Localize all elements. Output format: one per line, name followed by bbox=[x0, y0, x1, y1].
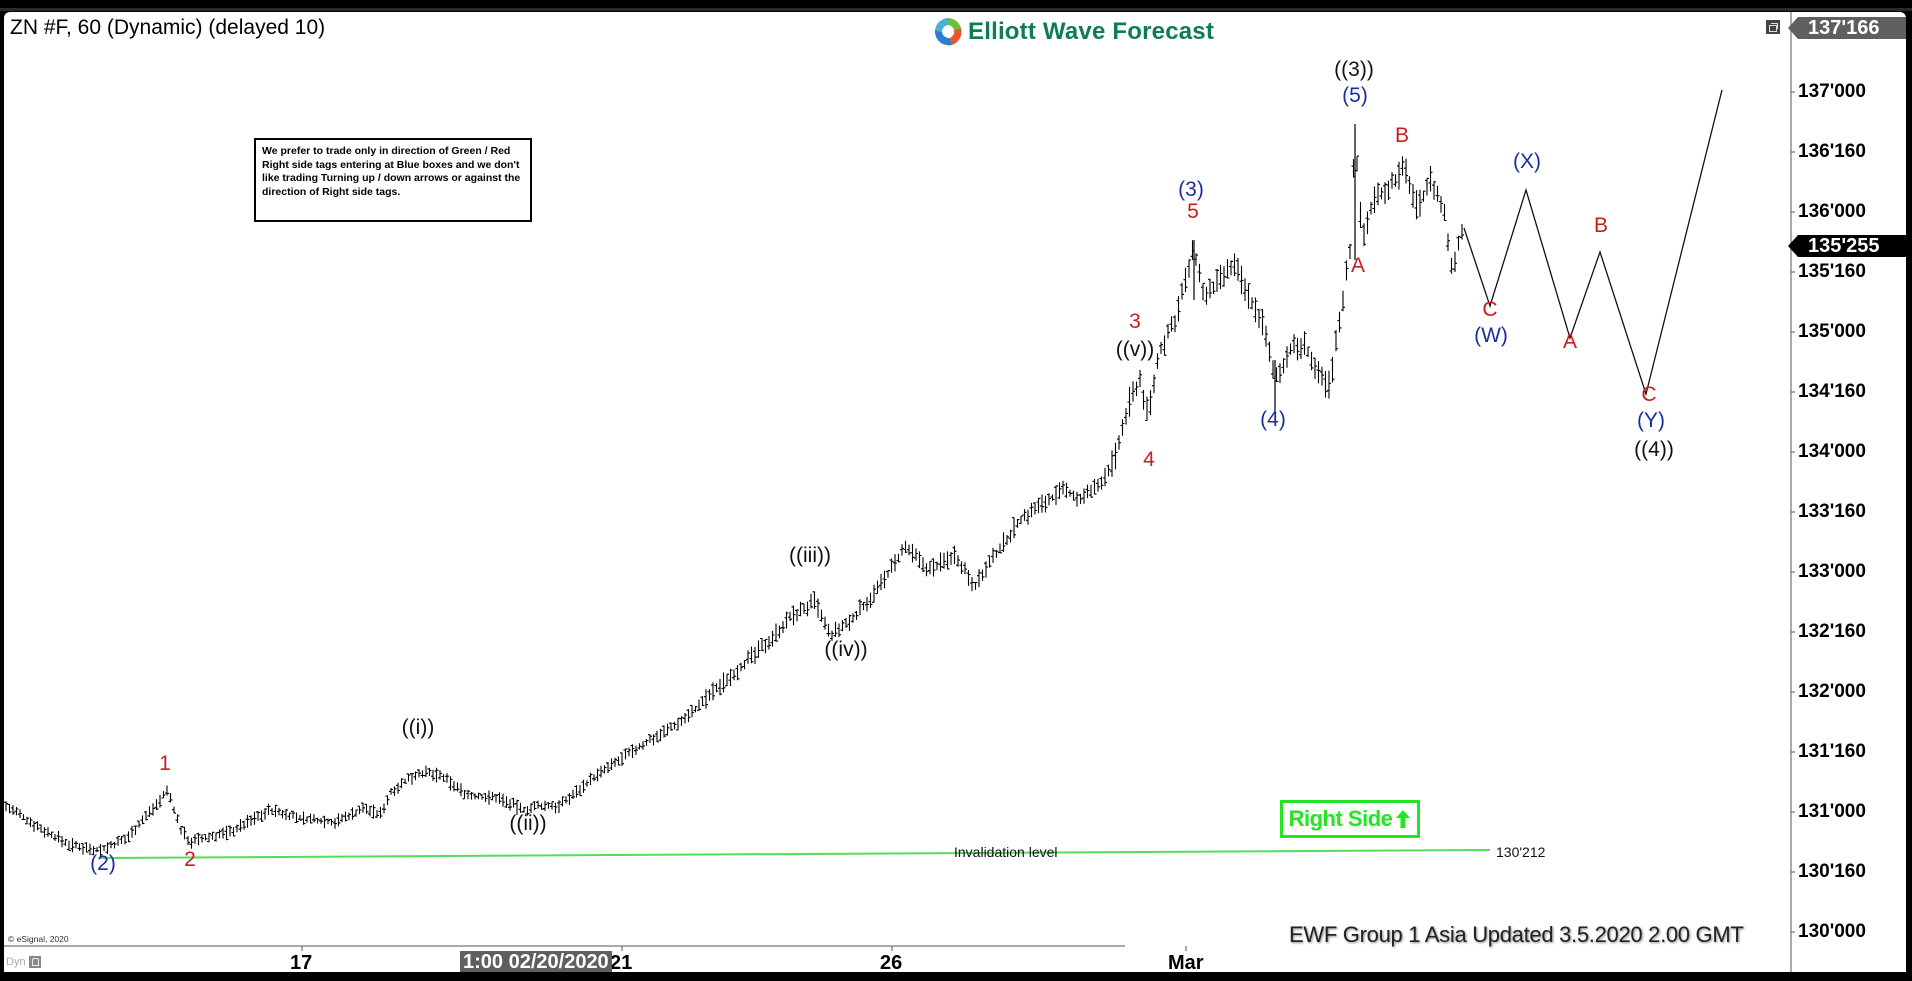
wave-label: ((v)) bbox=[1115, 338, 1155, 361]
wave-label: (2) bbox=[90, 852, 116, 875]
price-axis-label: 136'000 bbox=[1798, 201, 1866, 222]
invalidation-level-value: 130'212 bbox=[1496, 844, 1546, 860]
time-axis-label: 17 bbox=[290, 952, 313, 972]
chart-title: ZN #F, 60 (Dynamic) (delayed 10) bbox=[10, 16, 326, 39]
price-axis-label: 131'000 bbox=[1798, 801, 1866, 822]
price-axis-label: 130'160 bbox=[1798, 861, 1866, 882]
wave-label: ((iv)) bbox=[824, 638, 868, 661]
time-axis-label: Mar bbox=[1168, 952, 1204, 972]
lock-icon[interactable] bbox=[28, 956, 41, 968]
window-top-bar bbox=[0, 0, 1912, 12]
wave-label: (W) bbox=[1474, 324, 1508, 347]
wave-label: A bbox=[1562, 330, 1578, 353]
wave-label: (X) bbox=[1513, 150, 1541, 173]
dyn-label: Dyn bbox=[6, 956, 26, 968]
wave-label: ((ii)) bbox=[509, 812, 547, 835]
time-axis-label: 21 bbox=[610, 952, 633, 972]
price-axis-label: 131'160 bbox=[1798, 741, 1866, 762]
price-bars bbox=[4, 155, 1464, 857]
wave-label: A bbox=[1350, 254, 1366, 277]
price-axis-label: 134'000 bbox=[1798, 441, 1866, 462]
logo-text: Elliott Wave Forecast bbox=[968, 18, 1215, 45]
wave-label: (3) bbox=[1178, 178, 1204, 201]
price-axis-label: 132'000 bbox=[1798, 681, 1866, 702]
chart-window: ZN #F, 60 (Dynamic) (delayed 10) Elliott… bbox=[4, 12, 1906, 972]
price-chart[interactable] bbox=[4, 12, 1906, 972]
price-axis-label: 137'000 bbox=[1798, 81, 1866, 102]
arrow-up-icon bbox=[1396, 810, 1411, 828]
price-axis-label: 135'160 bbox=[1798, 261, 1866, 282]
wave-label: 4 bbox=[1143, 448, 1155, 471]
dyn-toggle[interactable]: Dyn bbox=[6, 956, 41, 968]
right-side-label: Right Side bbox=[1288, 806, 1393, 831]
last-price-tag: 135'255 bbox=[1788, 235, 1906, 257]
wave-label: B bbox=[1394, 124, 1410, 147]
right-side-tag: Right Side bbox=[1280, 800, 1420, 838]
wave-label: C bbox=[1482, 298, 1498, 321]
price-axis-label: 130'000 bbox=[1798, 921, 1866, 942]
wave-label: ((iii)) bbox=[789, 544, 831, 567]
wave-label: (5) bbox=[1342, 84, 1368, 107]
wave-label: ((4)) bbox=[1634, 438, 1674, 461]
wave-label: (4) bbox=[1260, 408, 1286, 431]
price-axis-label: 135'000 bbox=[1798, 321, 1866, 342]
wave-label: 2 bbox=[184, 848, 196, 871]
time-axis-label: 26 bbox=[880, 952, 903, 972]
wave-label: ((i)) bbox=[401, 716, 435, 739]
wave-label: 3 bbox=[1129, 310, 1141, 333]
restore-window-icon[interactable] bbox=[1766, 20, 1780, 34]
wave-label: C bbox=[1641, 383, 1657, 406]
logo: Elliott Wave Forecast bbox=[932, 16, 1214, 48]
copyright: © eSignal, 2020 bbox=[8, 934, 69, 944]
price-axis-label: 136'160 bbox=[1798, 141, 1866, 162]
price-axis-label: 134'160 bbox=[1798, 381, 1866, 402]
wave-label: (Y) bbox=[1637, 409, 1665, 432]
updated-stamp: EWF Group 1 Asia Updated 3.5.2020 2.00 G… bbox=[1289, 922, 1744, 947]
wave-label: B bbox=[1593, 214, 1609, 237]
price-axis-label: 132'160 bbox=[1798, 621, 1866, 642]
wave-label: 1 bbox=[159, 752, 171, 775]
trading-note: We prefer to trade only in direction of … bbox=[254, 138, 532, 222]
price-axis-label: 133'000 bbox=[1798, 561, 1866, 582]
price-axis-label: 133'160 bbox=[1798, 501, 1866, 522]
crosshair-date-label: 1:00 02/20/2020 bbox=[460, 951, 612, 972]
high-price-tag: 137'166 bbox=[1788, 17, 1906, 39]
invalidation-level-label: Invalidation level bbox=[954, 844, 1058, 860]
wave-label: ((3)) bbox=[1334, 58, 1374, 81]
elliott-wave-logo-icon bbox=[934, 18, 962, 46]
wave-label: 5 bbox=[1187, 200, 1199, 223]
